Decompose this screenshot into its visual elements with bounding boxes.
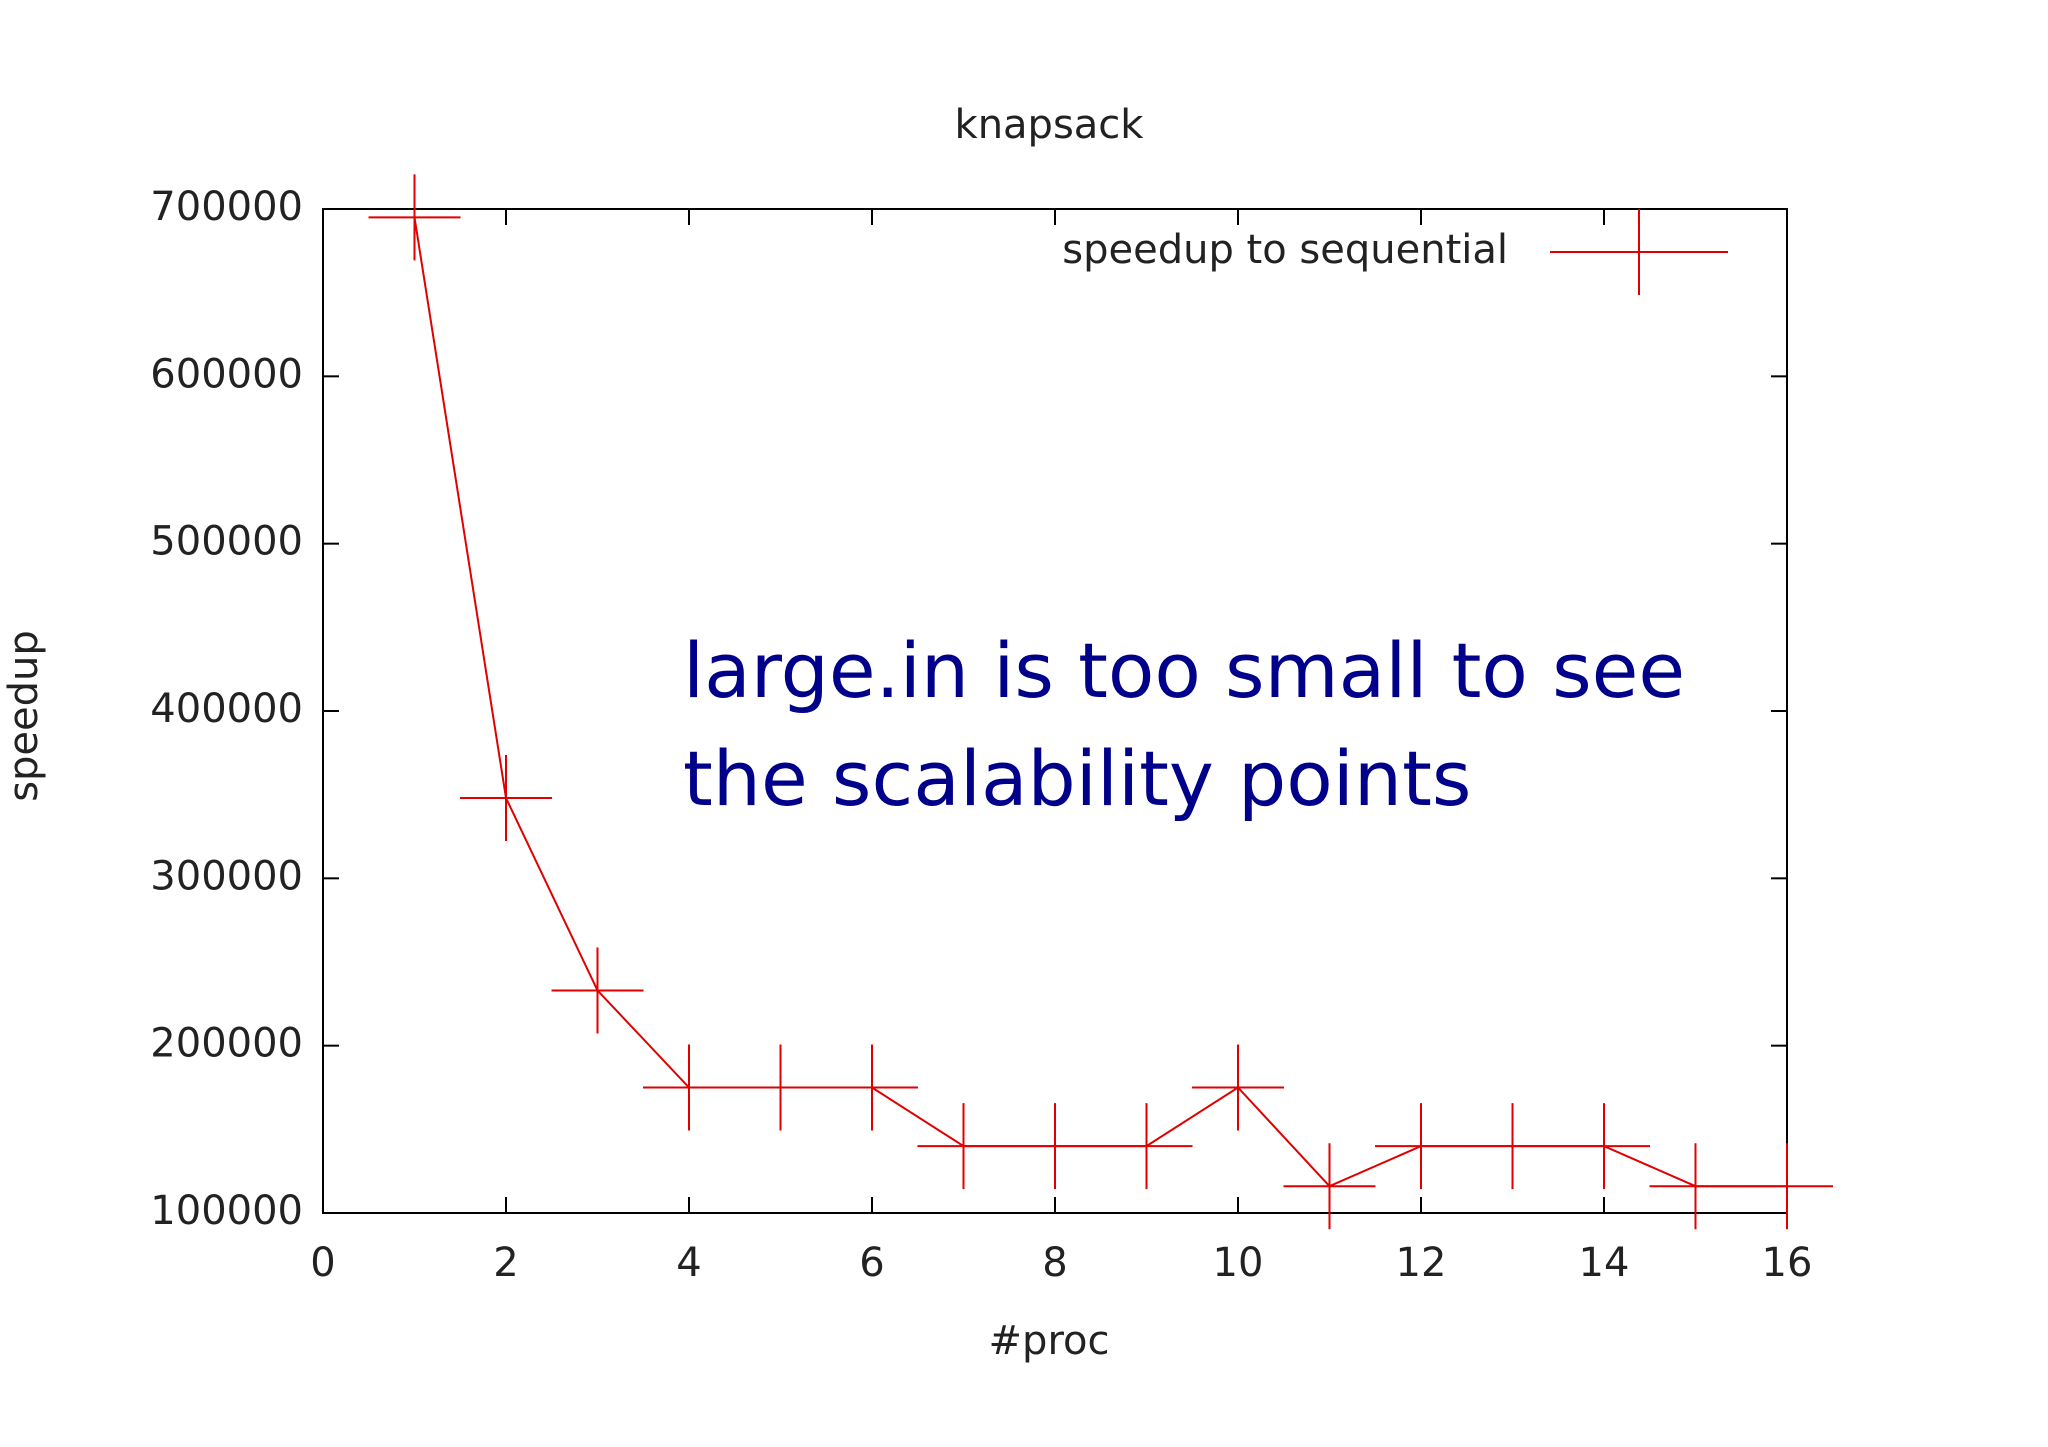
x-tick-label: 4 bbox=[676, 1240, 701, 1286]
point-marker bbox=[1100, 1103, 1193, 1190]
point-marker bbox=[1283, 1143, 1376, 1230]
y-tick-label: 600000 bbox=[150, 351, 303, 397]
y-axis-label: speedup bbox=[1, 630, 47, 802]
point-marker bbox=[826, 1044, 918, 1131]
point-marker bbox=[917, 1103, 1010, 1190]
y-tick-label: 100000 bbox=[150, 1188, 303, 1234]
point-marker bbox=[1649, 1143, 1742, 1230]
x-axis-label: #proc bbox=[989, 1318, 1110, 1364]
point-marker bbox=[1558, 1103, 1650, 1190]
x-tick-label: 12 bbox=[1396, 1240, 1447, 1286]
x-tick-label: 16 bbox=[1762, 1240, 1813, 1286]
x-tick-label: 0 bbox=[310, 1240, 335, 1286]
x-tick-label: 6 bbox=[859, 1240, 884, 1286]
point-marker bbox=[551, 947, 644, 1034]
x-tick-label: 10 bbox=[1213, 1240, 1264, 1286]
legend-swatch bbox=[1550, 209, 1728, 295]
x-tick-label: 14 bbox=[1579, 1240, 1630, 1286]
point-marker bbox=[1375, 1103, 1467, 1190]
point-marker bbox=[734, 1044, 827, 1131]
point-marker bbox=[1466, 1103, 1559, 1190]
point-marker bbox=[643, 1044, 735, 1131]
y-tick-label: 200000 bbox=[150, 1021, 303, 1067]
point-marker bbox=[1009, 1103, 1101, 1190]
point-marker bbox=[368, 174, 461, 261]
x-tick-label: 2 bbox=[493, 1240, 518, 1286]
point-marker bbox=[1741, 1143, 1833, 1230]
annotation: the scalability points bbox=[683, 734, 1471, 823]
chart-title: knapsack bbox=[955, 102, 1145, 148]
y-tick-label: 700000 bbox=[150, 184, 303, 230]
point-marker bbox=[1192, 1044, 1284, 1131]
legend-label: speedup to sequential bbox=[1062, 227, 1508, 273]
x-tick-label: 8 bbox=[1042, 1240, 1067, 1286]
y-tick-label: 500000 bbox=[150, 519, 303, 565]
point-marker bbox=[460, 755, 552, 842]
annotation: large.in is too small to see bbox=[683, 626, 1685, 715]
y-tick-label: 400000 bbox=[150, 686, 303, 732]
y-tick-label: 300000 bbox=[150, 853, 303, 899]
